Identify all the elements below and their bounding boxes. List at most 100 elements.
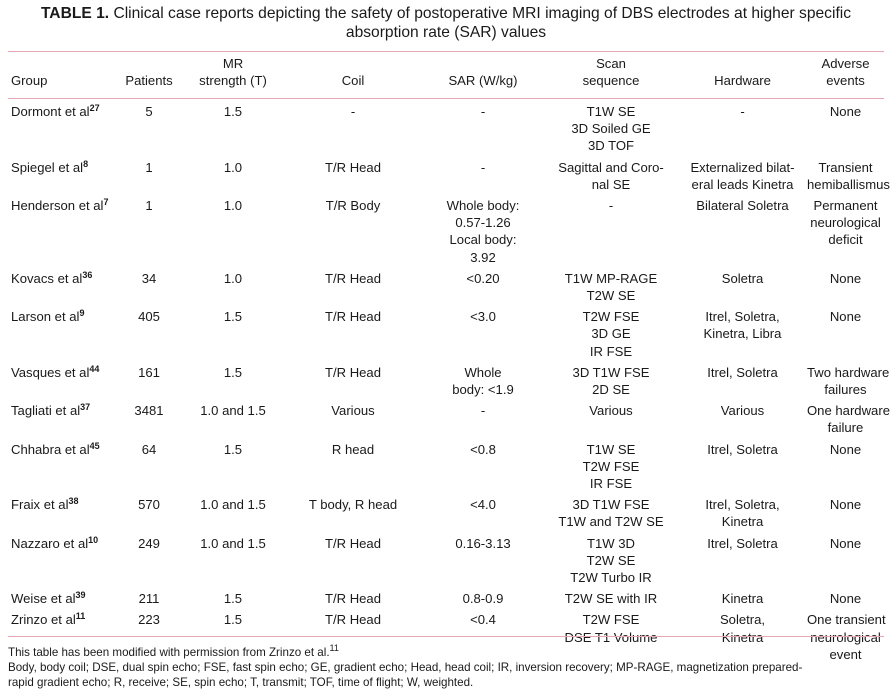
- table-row: Tagliati et al37 3481 1.0 and 1.5 Various - V…: [8, 402, 890, 440]
- reference-number: 27: [89, 103, 100, 113]
- cell-mr-strength: 1.0 and 1.5: [200, 497, 266, 513]
- cell-adverse-events-line: neurological: [810, 215, 881, 231]
- cell-adverse-events-line: neurological: [810, 629, 881, 645]
- cell-hardware: Soletra: [678, 270, 807, 308]
- header-rule: [8, 98, 884, 99]
- cell-group: Kovacs et al36: [8, 270, 116, 308]
- cell-coil-line: T/R Body: [325, 198, 381, 214]
- study-name: Spiegel et al: [11, 159, 84, 175]
- cell-adverse-events: None: [807, 270, 884, 308]
- cell-sar-line: <3.0: [470, 309, 496, 325]
- table-row: Larson et al9 405 1.5 T/R Head <3.0 T2W FSE 3D…: [8, 308, 884, 364]
- cell-hardware: Bilateral Soletra: [678, 197, 807, 270]
- reference-number: 38: [68, 496, 79, 507]
- cell-sar-line: <0.8: [470, 441, 496, 457]
- cell-hardware-line: Various: [720, 403, 765, 419]
- cell-sar-line: body: <1.9: [452, 382, 514, 398]
- cell-patients: 405: [138, 309, 160, 325]
- cell-hardware-line: Soletra,: [719, 612, 766, 628]
- table-row: Spiegel et al8 1 1.0 T/R Head - Sagittal and …: [8, 159, 890, 197]
- cell-mr-strength: 1.5: [223, 591, 243, 607]
- cell-scan-sequence-line: IR FSE: [589, 476, 633, 492]
- table-row: Chhabra et al45 64 1.5 R head <0.8 T1W SE T2W …: [8, 441, 884, 497]
- study-name: Nazzaro et al: [11, 535, 89, 551]
- reference-number: 36: [82, 269, 93, 280]
- cell-group: Chhabra et al45: [8, 441, 116, 497]
- cell-scan-sequence-line: T2W FSE: [582, 612, 640, 628]
- caption-line-2: absorption rate (SAR) values: [345, 24, 547, 41]
- cell-coil: T/R Head: [284, 535, 422, 591]
- cell-scan-sequence-line: 3D GE: [591, 326, 631, 342]
- cell-mr-strength: 1.5: [223, 364, 243, 380]
- cell-coil-line: T/R Head: [324, 270, 382, 286]
- header-line: Group: [11, 72, 48, 88]
- cell-coil-line: T body, R head: [308, 497, 398, 513]
- cell-adverse-events-line: One hardware: [807, 403, 890, 419]
- cell-scan-sequence-line: DSE T1 Volume: [564, 629, 658, 645]
- cell-scan-sequence-line: -: [608, 198, 614, 214]
- cell-sar-line: 3.92: [470, 249, 496, 265]
- table-row: Fraix et al38 570 1.0 and 1.5 T body, R hea…: [8, 496, 884, 534]
- header-line: SAR (W/kg): [448, 72, 518, 88]
- cell-adverse-events: Transient hemiballismus: [807, 159, 890, 197]
- cell-adverse-events: One transient neurological event: [807, 611, 886, 667]
- cell-coil-line: T/R Head: [324, 159, 382, 175]
- header-line: events: [826, 72, 865, 88]
- cell-mr-strength: 1.0: [223, 159, 243, 175]
- cell-scan-sequence: T1W MP-RAGE T2W SE: [544, 270, 678, 308]
- cell-hardware: Itrel, Soletra, Kinetra: [678, 496, 807, 534]
- cell-adverse-events-line: Transient: [818, 159, 873, 175]
- cell-group: Henderson et al7: [8, 197, 116, 270]
- header-coil: Coil: [284, 54, 422, 90]
- header-line: Coil: [341, 72, 365, 88]
- header-patients: Patients: [116, 54, 182, 90]
- reference-number: 39: [75, 590, 86, 601]
- header-line: MR: [222, 55, 244, 71]
- cell-scan-sequence: T1W SE 3D Soiled GE 3D TOF: [544, 90, 678, 159]
- cell-scan-sequence-line: T2W SE: [586, 288, 636, 304]
- top-rule: [8, 51, 884, 52]
- cell-adverse-events: None: [807, 441, 884, 497]
- cell-patients: 3481: [134, 403, 164, 419]
- cell-hardware: Kinetra: [678, 590, 807, 611]
- study-name: Dormont et al: [11, 104, 90, 119]
- cell-coil: T/R Head: [284, 590, 422, 611]
- cell-scan-sequence-line: T1W and T2W SE: [558, 514, 664, 530]
- cell-patients: 64: [141, 441, 157, 457]
- table-row: Zrinzo et al11 223 1.5 T/R Head <0.4 T2W FSE D…: [8, 611, 886, 667]
- cell-sar-line: 0.57-1.26: [455, 215, 511, 231]
- cell-coil-line: T/R Head: [324, 364, 382, 380]
- cell-sar: -: [422, 159, 544, 197]
- header-line: strength (T): [199, 72, 267, 88]
- cell-patients: 249: [138, 535, 160, 551]
- study-name: Kovacs et al: [11, 270, 83, 286]
- cell-patients: 34: [141, 270, 157, 286]
- cell-sar-line: <0.4: [470, 612, 496, 628]
- cell-sar-line: -: [480, 159, 486, 175]
- cell-scan-sequence-line: T2W SE: [586, 552, 636, 568]
- cell-patients: 570: [138, 497, 160, 513]
- cell-hardware: Soletra, Kinetra: [678, 611, 807, 667]
- cell-coil: T/R Body: [284, 197, 422, 270]
- cell-adverse-events-line: hemiballismus: [807, 176, 890, 192]
- cell-mr-strength: 1.0: [223, 198, 243, 214]
- cell-adverse-events-line: None: [829, 591, 862, 607]
- reference-number: 44: [89, 363, 100, 374]
- cell-sar: Whole body: <1.9: [422, 364, 544, 402]
- cell-scan-sequence-line: T2W FSE: [582, 309, 640, 325]
- cell-group: Fraix et al38: [8, 496, 116, 534]
- cell-group: Zrinzo et al11: [8, 611, 116, 667]
- cell-hardware-line: Externalized bilat-: [690, 159, 795, 175]
- cell-patients: 1: [145, 159, 153, 175]
- table-row: Vasques et al44 161 1.5 T/R Head Whole body: …: [8, 364, 889, 402]
- cell-coil-line: T/R Head: [324, 309, 382, 325]
- cell-scan-sequence: -: [544, 197, 678, 270]
- cell-hardware-line: Itrel, Soletra: [707, 441, 778, 457]
- cell-adverse-events-line: None: [829, 535, 862, 551]
- cell-patients: 161: [138, 364, 160, 380]
- cell-coil: T/R Head: [284, 270, 422, 308]
- cell-hardware-line: Kinetra, Libra: [703, 326, 782, 342]
- cell-group: Vasques et al44: [8, 364, 116, 402]
- study-name: Chhabra et al: [11, 441, 90, 457]
